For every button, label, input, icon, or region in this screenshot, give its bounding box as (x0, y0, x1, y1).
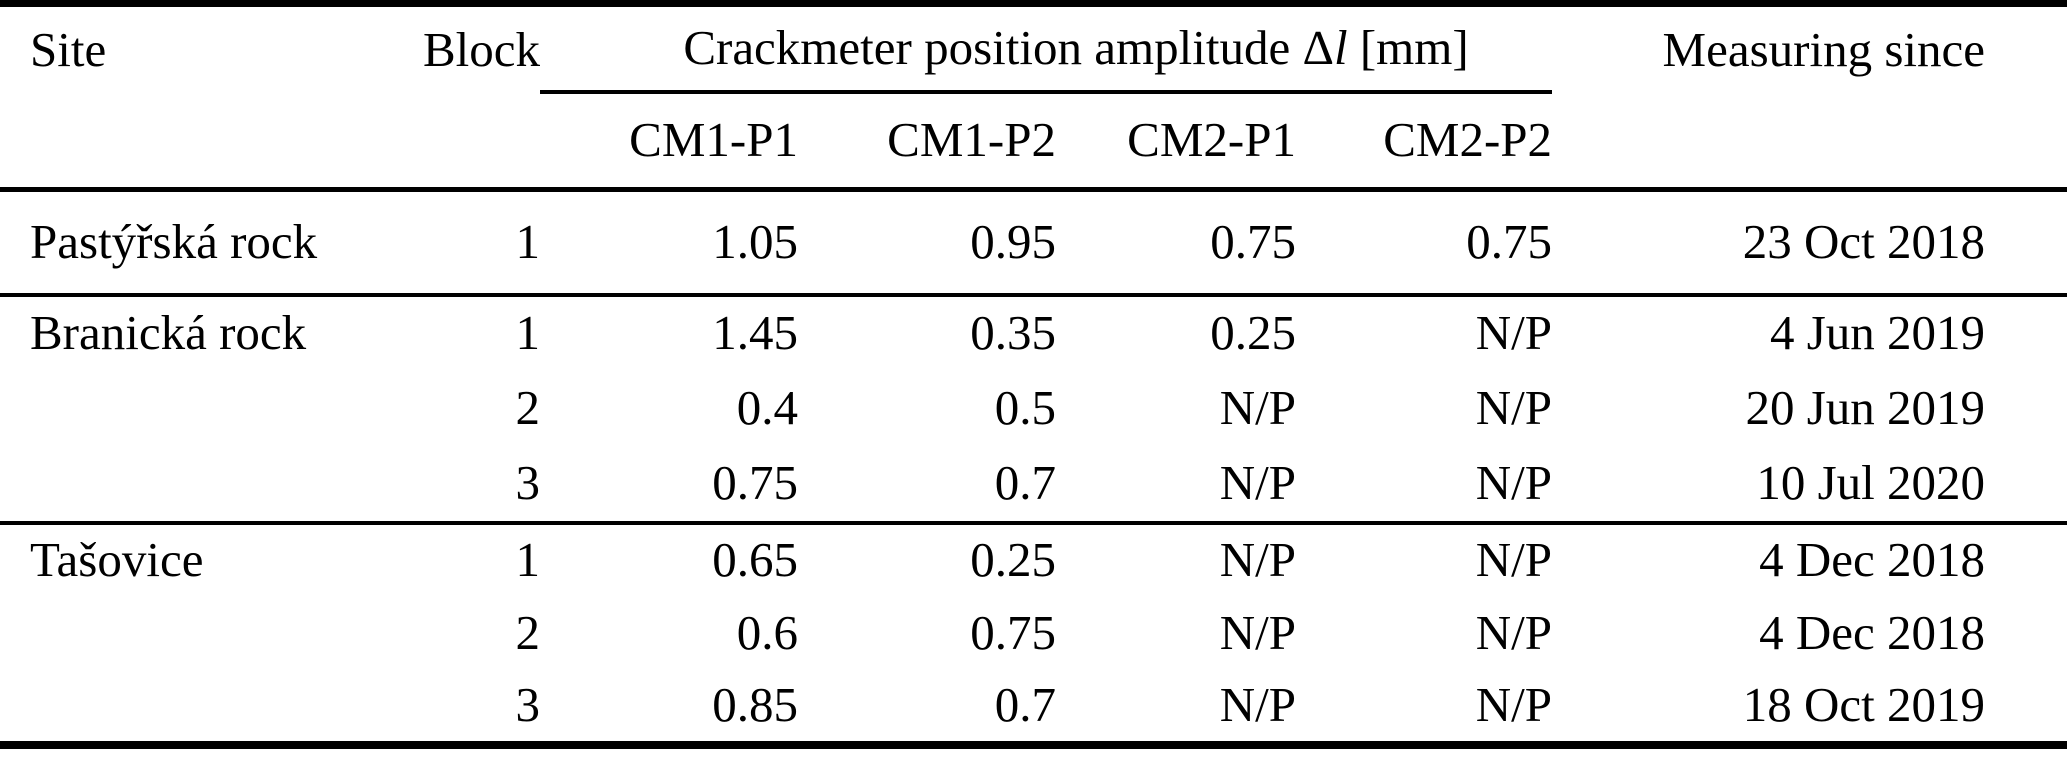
cell-cm2-p1: N/P (1056, 520, 1296, 597)
cell-measuring-since: 4 Jun 2019 (1552, 292, 2067, 371)
group-header-prefix: Crackmeter position amplitude Δ (683, 20, 1334, 76)
cell-cm2-p1: N/P (1219, 605, 1296, 661)
cell-site: Tašovice (0, 520, 385, 597)
col-header-measuring-since: Measuring since (1662, 22, 1986, 77)
cell-cm2-p2: N/P (1296, 520, 1553, 597)
group-header-suffix: [mm] (1347, 20, 1469, 76)
cell-cm2-p1: N/P (1219, 380, 1296, 436)
subcol-header-cm1-p1: CM1-P1 (629, 112, 798, 168)
table-row: Branická rock 1 1.45 0.35 0.25 N/P 4 Jun… (0, 292, 2067, 371)
cell-block: 3 (515, 455, 541, 511)
cell-block: 3 (515, 677, 541, 733)
cell-cm1-p1: 0.85 (712, 677, 798, 733)
cell-cm1-p2: 0.25 (798, 520, 1056, 597)
cell-site (0, 447, 385, 523)
cell-cm1-p1: 0.6 (736, 605, 798, 661)
header-row-top: Site Block Crackmeter position amplitude… (0, 3, 2067, 94)
cell-site (0, 371, 385, 447)
cell-cm1-p1: 0.75 (712, 455, 798, 511)
cell-cm2-p2: N/P (1475, 380, 1553, 436)
cell-measuring-since: 10 Jul 2020 (1756, 455, 1986, 511)
cell-measuring-since: 4 Dec 2018 (1552, 520, 2067, 597)
table-row: 2 0.4 0.5 N/P N/P 20 Jun 2019 (0, 371, 2067, 447)
cell-cm2-p2: N/P (1475, 455, 1553, 511)
cell-measuring-since: 18 Oct 2019 (1742, 677, 1986, 733)
table-row: Pastýřská rock 1 1.05 0.95 0.75 0.75 23 … (0, 190, 2067, 295)
cell-measuring-since: 4 Dec 2018 (1759, 605, 1986, 661)
table-row: 3 0.75 0.7 N/P N/P 10 Jul 2020 (0, 447, 2067, 523)
table-row: 3 0.85 0.7 N/P N/P 18 Oct 2019 (0, 671, 2067, 745)
cell-cm2-p1: N/P (1219, 455, 1296, 511)
cell-cm1-p2: 0.35 (798, 292, 1056, 371)
cell-site: Pastýřská rock (30, 214, 318, 270)
header-row-subcolumns: CM1-P1 CM1-P2 CM2-P1 CM2-P2 (0, 92, 2067, 190)
group-header-crackmeter-amplitude: Crackmeter position amplitude Δl [mm] (540, 3, 1553, 94)
cell-block: 2 (515, 605, 541, 661)
cell-block: 1 (385, 520, 540, 597)
cell-block: 1 (385, 292, 540, 371)
col-header-site: Site (30, 22, 107, 77)
group-header-symbol-l: l (1333, 20, 1348, 76)
cell-cm1-p1: 1.05 (712, 214, 798, 270)
cell-cm1-p1: 1.45 (540, 292, 798, 371)
subcol-header-cm2-p2: CM2-P2 (1383, 112, 1553, 168)
cell-cm2-p1: 0.25 (1056, 292, 1296, 371)
cell-site (0, 671, 385, 745)
cell-cm2-p2: 0.75 (1466, 214, 1553, 270)
cell-site: Branická rock (0, 292, 385, 371)
cell-cm1-p1: 0.4 (736, 380, 798, 436)
cell-cm2-p2: N/P (1475, 677, 1553, 733)
cell-cm1-p2: 0.5 (994, 380, 1056, 436)
cell-measuring-since: 20 Jun 2019 (1745, 380, 1986, 436)
table-header: Site Block Crackmeter position amplitude… (0, 3, 2067, 190)
cell-block: 1 (515, 214, 541, 270)
cell-cm1-p2: 0.7 (994, 455, 1056, 511)
cell-cm2-p2: N/P (1475, 605, 1553, 661)
cell-measuring-since: 23 Oct 2018 (1742, 214, 1986, 270)
cell-cm2-p1: 0.75 (1210, 214, 1296, 270)
cell-cm2-p2: N/P (1296, 292, 1553, 371)
col-header-block: Block (422, 22, 540, 77)
cell-cm1-p2: 0.95 (970, 214, 1056, 270)
table-body: Pastýřská rock 1 1.05 0.95 0.75 0.75 23 … (0, 190, 2067, 745)
cell-site (0, 597, 385, 671)
subcol-header-cm2-p1: CM2-P1 (1127, 112, 1296, 168)
cell-block: 2 (515, 380, 541, 436)
cell-cm1-p2: 0.75 (970, 605, 1056, 661)
subcol-header-cm1-p2: CM1-P2 (887, 112, 1056, 168)
cell-cm2-p1: N/P (1219, 677, 1296, 733)
table-row: 2 0.6 0.75 N/P N/P 4 Dec 2018 (0, 597, 2067, 671)
cell-cm1-p1: 0.65 (540, 520, 798, 597)
cell-cm1-p2: 0.7 (994, 677, 1056, 733)
table-row: Tašovice 1 0.65 0.25 N/P N/P 4 Dec 2018 (0, 520, 2067, 597)
